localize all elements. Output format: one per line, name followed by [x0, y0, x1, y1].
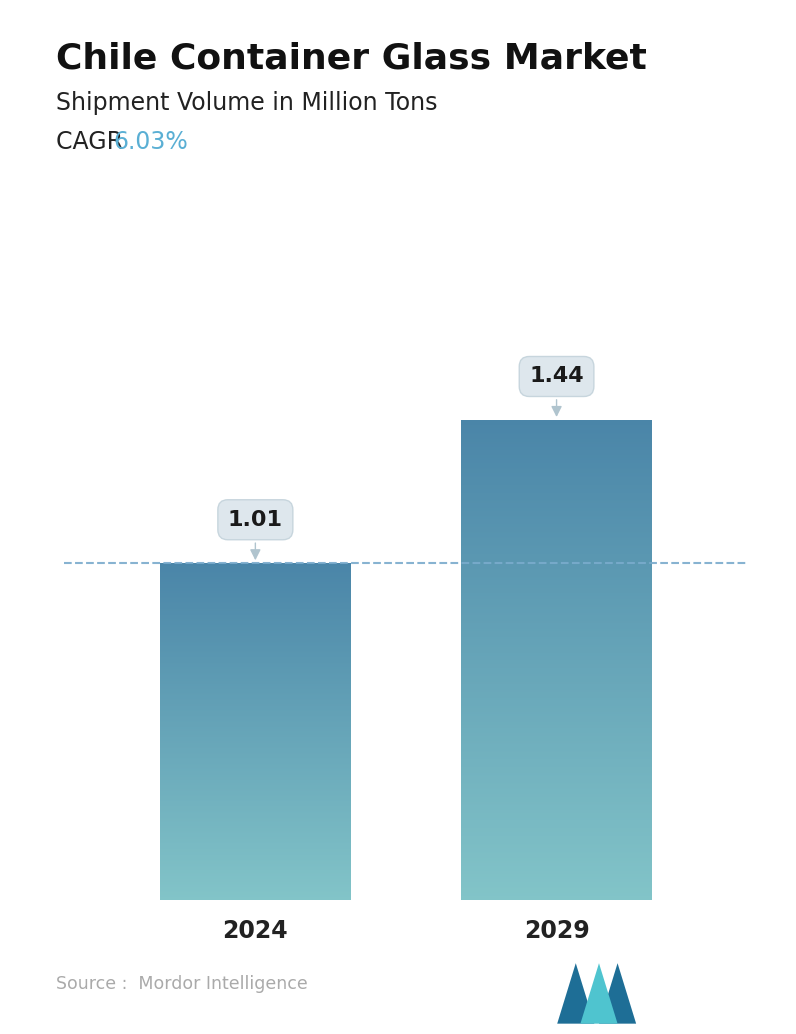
Text: Chile Container Glass Market: Chile Container Glass Market	[56, 41, 646, 75]
Polygon shape	[580, 964, 618, 1024]
Text: 1.01: 1.01	[228, 510, 283, 558]
Polygon shape	[557, 964, 595, 1024]
Text: 1.44: 1.44	[529, 366, 584, 416]
Text: CAGR: CAGR	[56, 130, 138, 154]
Text: Shipment Volume in Million Tons: Shipment Volume in Million Tons	[56, 91, 437, 115]
Text: 6.03%: 6.03%	[113, 130, 188, 154]
Text: Source :  Mordor Intelligence: Source : Mordor Intelligence	[56, 975, 307, 994]
Polygon shape	[599, 964, 636, 1024]
